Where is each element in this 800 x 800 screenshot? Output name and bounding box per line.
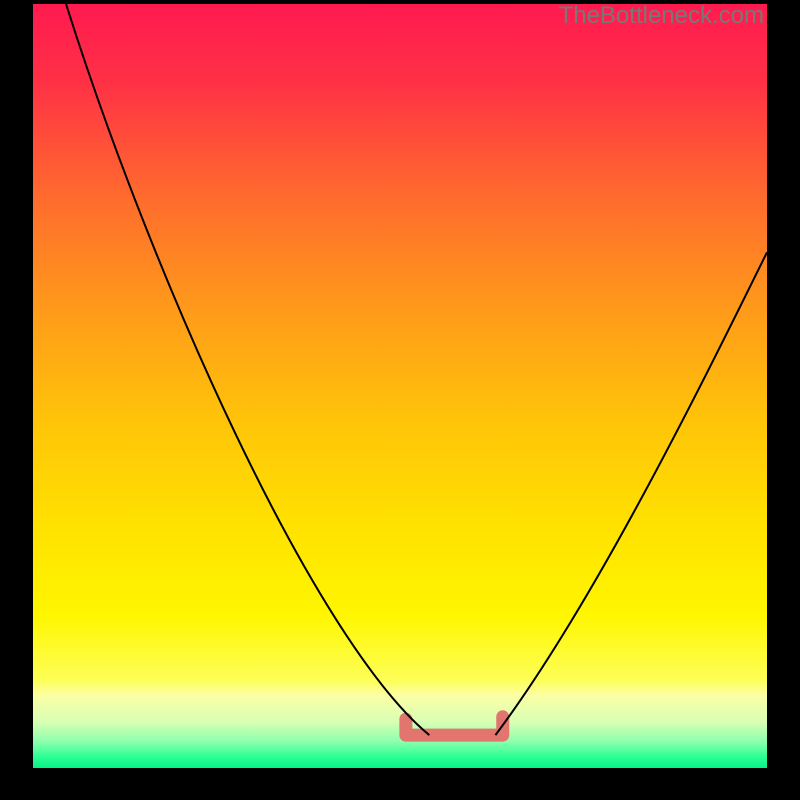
frame-bottom: [33, 768, 767, 800]
plot-area: [33, 4, 767, 768]
gradient-background: [33, 4, 767, 768]
frame-left: [0, 0, 33, 800]
plot-svg: [33, 4, 767, 768]
chart-root: TheBottleneck.com: [0, 0, 800, 800]
frame-right: [767, 0, 800, 800]
watermark-text: TheBottleneck.com: [559, 2, 764, 30]
